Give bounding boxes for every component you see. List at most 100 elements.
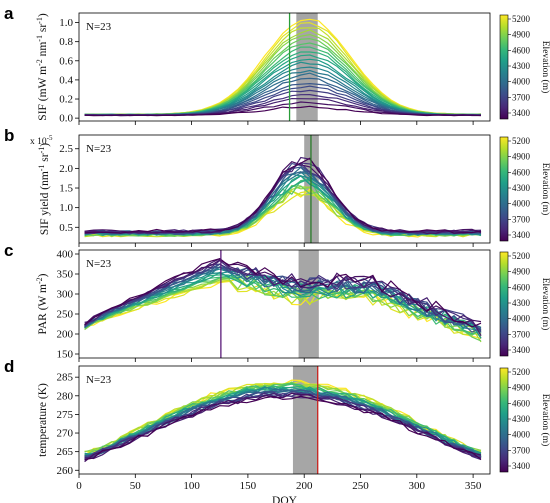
colorbar-tick-label: 3400 bbox=[512, 108, 531, 118]
colorbar-label: Elevation (m) bbox=[540, 41, 550, 94]
colorbar-tick-label: 5200 bbox=[512, 14, 531, 24]
colorbar-tick-label: 4600 bbox=[512, 282, 531, 292]
colorbar-tick-label: 3700 bbox=[512, 329, 531, 339]
series-line bbox=[84, 178, 482, 237]
y-tick-label: 200 bbox=[57, 329, 74, 341]
y-axis-label: temperature (K) bbox=[37, 383, 49, 457]
colorbar-tick-label: 4300 bbox=[512, 61, 531, 71]
x-tick-label: 50 bbox=[130, 480, 142, 492]
colorbar-tick-label: 3700 bbox=[512, 445, 531, 455]
colorbar-tick-label: 5200 bbox=[512, 251, 531, 261]
series-line bbox=[84, 157, 482, 234]
colorbar-tick-label: 3700 bbox=[512, 92, 531, 102]
y-axis-label: PAR (W m-2) bbox=[35, 273, 50, 334]
colorbar-tick-label: 4900 bbox=[512, 383, 531, 393]
x-tick-label: 300 bbox=[409, 480, 426, 492]
colorbar-tick-label: 4000 bbox=[512, 314, 531, 324]
colorbar-tick-label: 4900 bbox=[512, 152, 531, 162]
series-line bbox=[84, 33, 482, 116]
series-line bbox=[84, 383, 482, 457]
y-tick-label: 280 bbox=[57, 390, 74, 402]
axes-frame bbox=[78, 12, 491, 122]
series-line bbox=[84, 395, 482, 461]
y-tick-label: 1.5 bbox=[59, 183, 73, 195]
colorbar-label: Elevation (m) bbox=[540, 394, 550, 447]
colorbar-tick-label: 3400 bbox=[512, 461, 531, 471]
colorbar-tick-label: 4000 bbox=[512, 430, 531, 440]
colorbar-tick-label: 4300 bbox=[512, 414, 531, 424]
x-tick-label: 150 bbox=[240, 480, 257, 492]
sample-count: N=23 bbox=[86, 258, 112, 270]
panel-label: a bbox=[4, 4, 14, 23]
sample-count: N=23 bbox=[86, 374, 112, 386]
series-line bbox=[84, 77, 482, 116]
series-line bbox=[84, 54, 482, 116]
axes-frame bbox=[78, 249, 491, 359]
series-line bbox=[84, 385, 482, 458]
x-tick-label: 250 bbox=[352, 480, 369, 492]
x-tick-label: 0 bbox=[76, 480, 82, 492]
y-tick-label: 275 bbox=[57, 409, 74, 421]
series-line bbox=[84, 380, 482, 456]
y-tick-label: 1.0 bbox=[59, 202, 73, 214]
x-tick-label: 350 bbox=[465, 480, 482, 492]
y-tick-label: 0.2 bbox=[59, 94, 73, 106]
y-tick-label: 265 bbox=[57, 446, 74, 458]
series-line bbox=[84, 274, 482, 335]
colorbar-tick-label: 4300 bbox=[512, 183, 531, 193]
y-tick-label: 1.0 bbox=[59, 17, 73, 29]
axes-frame bbox=[78, 134, 491, 244]
series-line bbox=[84, 276, 482, 336]
colorbar-tick-label: 3400 bbox=[512, 345, 531, 355]
sample-count: N=23 bbox=[86, 143, 112, 155]
colorbar-tick-label: 3700 bbox=[512, 214, 531, 224]
colorbar bbox=[499, 14, 509, 120]
series-line bbox=[84, 82, 482, 116]
y-tick-label: 2.5 bbox=[59, 143, 73, 155]
panel-d: 260 265 270 275 280 285 0 50 100 150 200 250 300 350 D… bbox=[4, 357, 550, 503]
panel-c: 150 200 250 300 350 400 c N=23 PAR (W m-2) 5200 49… bbox=[4, 241, 550, 362]
colorbar-label: Elevation (m) bbox=[540, 163, 550, 216]
panel-label: d bbox=[4, 357, 14, 376]
scale-note: x 10-5 bbox=[30, 134, 53, 147]
series-line bbox=[84, 162, 482, 235]
axes-frame bbox=[78, 365, 491, 475]
colorbar-tick-label: 4600 bbox=[512, 167, 531, 177]
y-tick-label: 260 bbox=[57, 465, 74, 477]
x-tick-label: 100 bbox=[183, 480, 200, 492]
x-axis-label: DOY bbox=[272, 495, 298, 503]
series-line bbox=[84, 38, 482, 116]
y-tick-label: 0.6 bbox=[59, 55, 73, 67]
y-tick-label: 285 bbox=[57, 372, 74, 384]
y-tick-label: 250 bbox=[57, 309, 74, 321]
colorbar-tick-label: 4600 bbox=[512, 45, 531, 55]
y-tick-label: 0.4 bbox=[59, 74, 73, 86]
y-tick-label: 300 bbox=[57, 289, 74, 301]
series-line bbox=[84, 29, 481, 116]
sample-count: N=23 bbox=[86, 21, 112, 33]
y-tick-label: 0.5 bbox=[59, 222, 73, 234]
y-tick-label: 270 bbox=[57, 428, 74, 440]
colorbar-tick-label: 4000 bbox=[512, 199, 531, 209]
colorbar-label: Elevation (m) bbox=[540, 278, 550, 331]
series-line bbox=[84, 268, 482, 332]
colorbar bbox=[499, 251, 509, 357]
series-line bbox=[84, 389, 482, 458]
colorbar-tick-label: 4000 bbox=[512, 77, 531, 87]
colorbar-tick-label: 4300 bbox=[512, 298, 531, 308]
series-line bbox=[84, 105, 482, 117]
colorbar-tick-label: 5200 bbox=[512, 136, 531, 146]
colorbar-tick-label: 5200 bbox=[512, 367, 531, 377]
y-tick-label: 0.8 bbox=[59, 36, 73, 48]
series-line bbox=[84, 263, 482, 333]
colorbar-tick-label: 4600 bbox=[512, 398, 531, 408]
series-line bbox=[84, 258, 482, 328]
x-tick-label: 200 bbox=[296, 480, 313, 492]
y-axis-label: SIF yield (nm-1 sr-1) bbox=[37, 143, 52, 235]
y-tick-label: 150 bbox=[57, 349, 74, 361]
y-tick-label: 350 bbox=[57, 269, 74, 281]
y-tick-label: 0.0 bbox=[59, 113, 73, 125]
y-tick-label: 400 bbox=[57, 249, 74, 261]
